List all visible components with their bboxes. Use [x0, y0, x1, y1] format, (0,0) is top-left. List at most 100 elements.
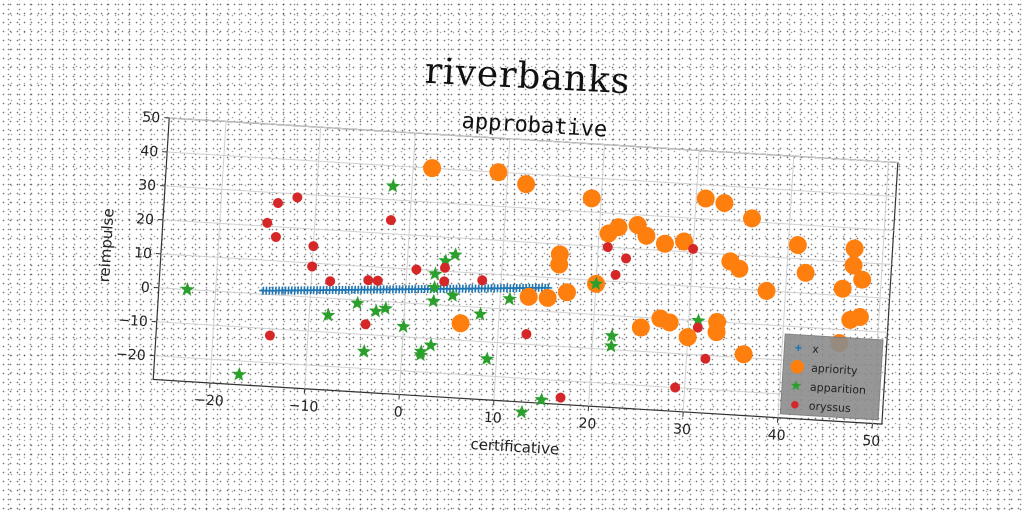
data-marks: [180, 159, 872, 419]
grid-line-y: [156, 321, 886, 367]
point-oryssus: [308, 241, 319, 252]
point-apriority: [841, 310, 860, 329]
point-oryssus: [363, 275, 374, 286]
point-oryssus: [360, 319, 371, 330]
point-apparition: [479, 351, 495, 366]
y-tick-label: 30: [138, 177, 157, 194]
point-apriority: [757, 281, 776, 300]
point-apparition: [427, 280, 442, 294]
grid-line-x: [398, 132, 416, 395]
point-apparition: [502, 291, 517, 306]
point-apparition: [589, 276, 604, 291]
series-oryssus: [262, 192, 711, 403]
point-apriority: [637, 226, 656, 245]
x-tick-label: 30: [673, 421, 692, 438]
y-tick-label: 0: [140, 280, 150, 297]
point-apriority: [707, 323, 726, 342]
point-apparition: [423, 337, 439, 352]
y-tick-label: 50: [142, 109, 161, 126]
grid-line-y: [154, 355, 884, 401]
point-apparition: [356, 344, 372, 358]
point-oryssus: [477, 275, 488, 286]
point-oryssus: [325, 276, 336, 287]
grid-line-x: [209, 121, 227, 383]
point-apriority: [844, 256, 863, 275]
legend-label-apparition: apparition: [810, 381, 867, 397]
point-apparition: [396, 319, 411, 333]
legend-box: [779, 333, 884, 421]
point-apriority: [796, 263, 815, 282]
point-apriority: [423, 159, 442, 178]
grid-line-y: [167, 151, 896, 198]
point-apriority: [451, 314, 470, 333]
point-oryssus: [521, 329, 532, 340]
grid-line-x: [682, 150, 700, 412]
x-tick-label: 0: [393, 404, 403, 421]
grid-line-y: [165, 185, 894, 231]
point-apparition: [350, 295, 365, 310]
point-oryssus: [264, 330, 275, 341]
x-tick-label: 10: [483, 410, 502, 427]
legend-label-apriority: apriority: [811, 362, 859, 378]
point-oryssus: [372, 275, 383, 286]
x-tick-label: −20: [194, 392, 224, 410]
grid-line-x: [777, 156, 795, 418]
point-apparition: [604, 328, 620, 343]
point-apparition: [448, 247, 463, 262]
legend-marker-x: [795, 344, 802, 351]
point-apriority: [517, 175, 536, 194]
point-oryssus: [670, 382, 681, 393]
point-apriority: [557, 283, 576, 302]
point-apriority: [833, 279, 852, 298]
point-apparition: [604, 338, 619, 353]
y-tick-label: 40: [140, 143, 159, 160]
point-oryssus: [411, 264, 422, 275]
grid-line-y: [158, 287, 888, 333]
point-apriority: [696, 189, 715, 208]
point-apriority: [519, 287, 538, 306]
grid-line-x: [304, 127, 322, 389]
x-tick-label: 40: [767, 427, 786, 444]
point-apparition: [473, 306, 488, 321]
point-apparition: [321, 307, 336, 322]
legend-marker-apriority: [790, 360, 804, 374]
point-apriority: [734, 345, 753, 364]
point-apriority: [730, 259, 749, 278]
tick-labels: −20 −10 0 10 20 30 40 50 −20 −10 0 10 20 30 40 50: [116, 109, 881, 450]
point-oryssus: [262, 217, 273, 228]
legend-marker-oryssus: [791, 400, 799, 409]
point-oryssus: [307, 261, 318, 272]
x-axis-label: certificative: [470, 435, 560, 458]
grid-line-y: [169, 117, 898, 164]
y-tick-label: 10: [134, 245, 153, 262]
point-apparition: [514, 404, 529, 419]
point-oryssus: [270, 231, 281, 242]
point-apriority: [489, 163, 508, 182]
point-oryssus: [692, 322, 703, 333]
point-oryssus: [555, 392, 566, 403]
point-apriority: [655, 234, 674, 253]
point-oryssus: [602, 242, 613, 253]
series-x: [259, 283, 553, 295]
y-tick-label: −20: [116, 346, 146, 364]
point-apriority: [582, 189, 601, 208]
point-apriority: [853, 270, 872, 289]
y-tick-label: 20: [136, 211, 155, 228]
y-tick-label: −10: [118, 312, 148, 330]
point-oryssus: [440, 262, 451, 273]
point-apriority: [609, 218, 628, 237]
point-apparition: [368, 303, 384, 318]
legend-label-oryssus: oryssus: [808, 400, 851, 416]
point-oryssus: [621, 253, 632, 264]
point-oryssus: [688, 243, 699, 254]
point-apriority: [675, 232, 694, 251]
point-apparition: [378, 300, 393, 315]
y-axis-label: reimpulse: [95, 208, 117, 283]
point-apriority: [845, 239, 864, 258]
point-oryssus: [292, 192, 303, 203]
point-oryssus: [610, 269, 621, 280]
point-apparition: [180, 282, 195, 296]
point-oryssus: [385, 215, 396, 226]
chart-area: approbative −20 −10 0 10 20 30 40 50−20−1001020…: [95, 109, 899, 458]
